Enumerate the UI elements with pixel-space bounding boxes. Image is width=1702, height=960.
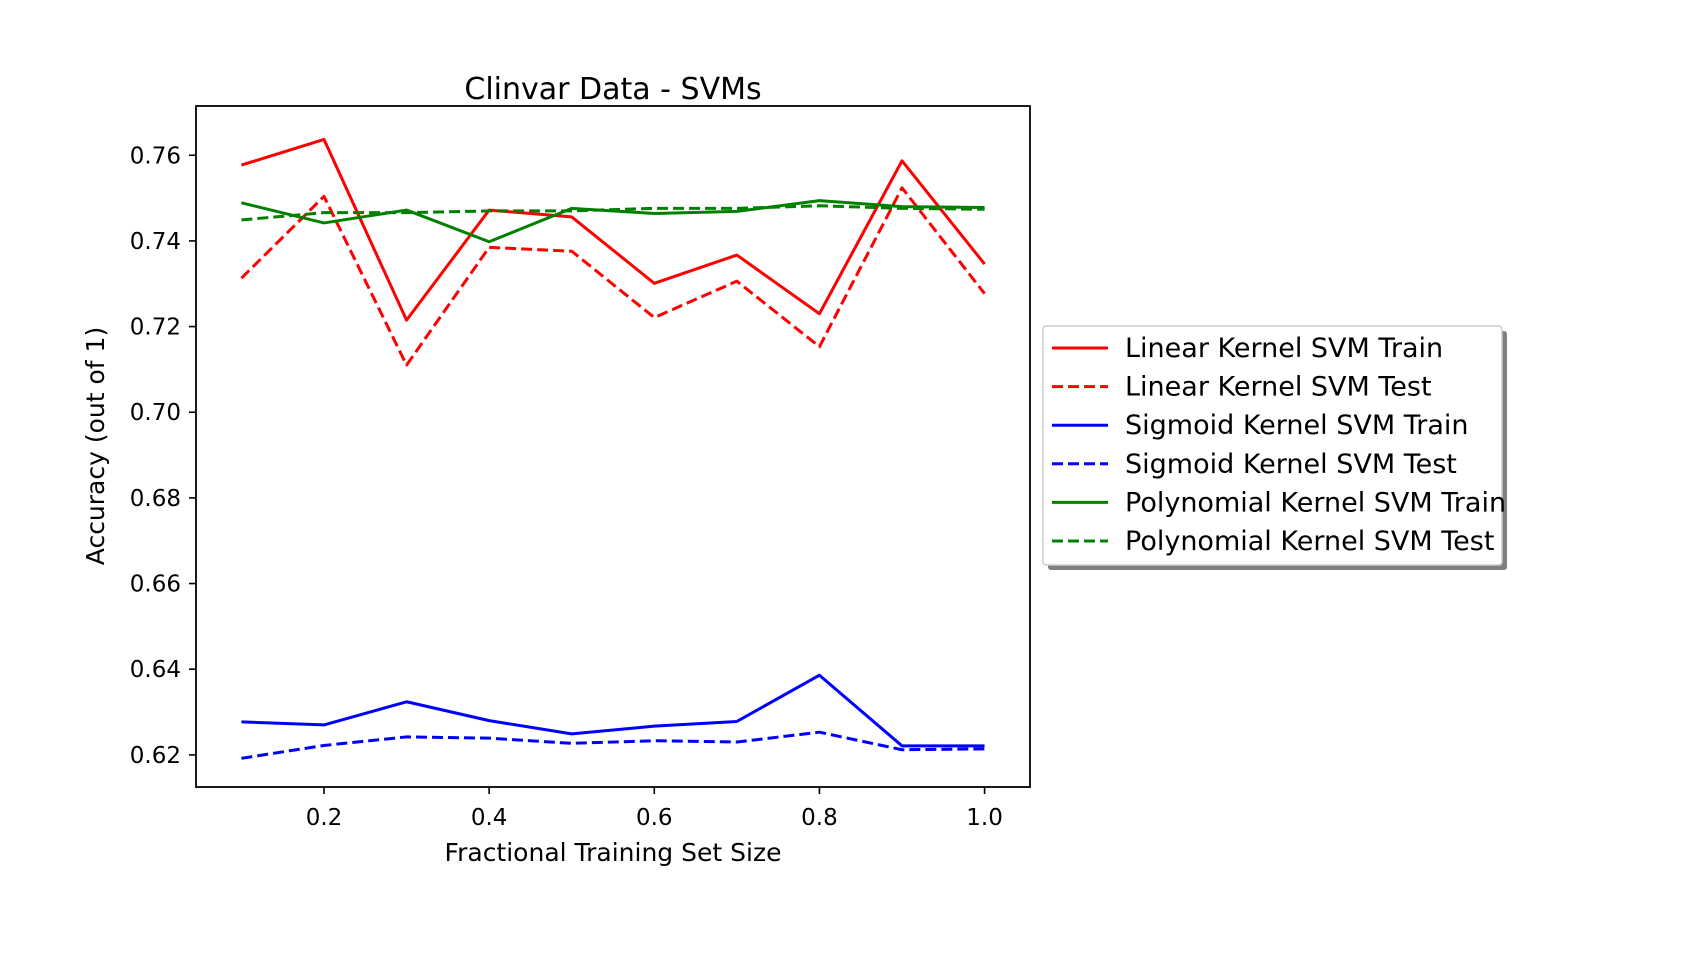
legend: Linear Kernel SVM Train Linear Kernel SVM… [1042,325,1507,570]
plot-frame [195,105,1031,788]
series-line-sigmoid-kernel-svm-test [241,730,985,760]
plot-lines [240,137,986,760]
series-line-linear-kernel-svm-train [240,137,986,322]
series-line-polynomial-kernel-svm-test [241,204,985,222]
legend-box [1042,325,1503,566]
y-tick-label: 0.62 [130,743,181,769]
legend-label-polynomial-kernel-svm-train: Polynomial Kernel SVM Train [1125,487,1506,518]
y-tick-label: 0.66 [130,572,181,598]
legend-items: Linear Kernel SVM Train Linear Kernel SVM… [1052,333,1506,557]
x-tick-label: 0.8 [801,805,838,831]
legend-label-polynomial-kernel-svm-test: Polynomial Kernel SVM Test [1125,526,1494,557]
y-tick-label: 0.70 [130,400,181,426]
x-tick-label: 0.2 [306,805,343,831]
x-tick-label: 0.6 [636,805,673,831]
x-axis-label: Fractional Training Set Size [445,838,782,867]
y-tick-label: 0.72 [130,315,181,341]
y-tick-label: 0.76 [130,143,181,169]
legend-label-sigmoid-kernel-svm-test: Sigmoid Kernel SVM Test [1125,449,1457,480]
x-tick-label: 1.0 [966,805,1003,831]
y-tick-label: 0.68 [130,486,181,512]
y-axis: 0.62 0.64 0.66 0.68 0.70 0.72 0.74 0.76 [130,143,196,769]
chart-title: Clinvar Data - SVMs [464,72,761,107]
x-tick-label: 0.4 [471,805,508,831]
series-line-linear-kernel-svm-test [240,186,986,367]
x-axis: 0.2 0.4 0.6 0.8 1.0 [306,787,1003,831]
legend-label-linear-kernel-svm-train: Linear Kernel SVM Train [1125,333,1443,364]
legend-label-linear-kernel-svm-test: Linear Kernel SVM Test [1125,372,1432,403]
y-tick-label: 0.74 [130,229,181,255]
y-axis-label: Accuracy (out of 1) [81,327,110,565]
legend-label-sigmoid-kernel-svm-train: Sigmoid Kernel SVM Train [1125,410,1469,441]
y-tick-label: 0.64 [130,657,181,683]
series-line-sigmoid-kernel-svm-train [241,673,985,748]
